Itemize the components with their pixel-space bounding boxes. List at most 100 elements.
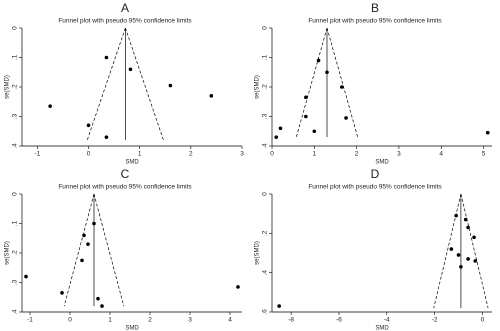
study-point: [485, 130, 490, 135]
panel-label: B: [371, 1, 379, 15]
x-tick-label: 0: [87, 151, 91, 158]
study-point: [454, 213, 458, 218]
x-tick-label: 0: [270, 151, 274, 158]
x-tick-label: -6: [336, 317, 342, 324]
study-point: [344, 116, 348, 120]
x-axis-label: SMD: [375, 326, 389, 331]
y-tick-label: .1: [12, 54, 19, 60]
confidence-limit: [86, 27, 126, 141]
y-tick-label: .2: [262, 84, 269, 90]
study-point: [304, 114, 308, 119]
study-point: [304, 95, 308, 100]
study-point: [466, 257, 470, 261]
y-tick-label: 0: [262, 26, 269, 30]
study-point: [104, 135, 109, 139]
x-axis-label: SMD: [125, 326, 139, 331]
panel: A Funnel plot with pseudo 95% confidence …: [5, 1, 245, 165]
panel-label: A: [121, 1, 129, 15]
y-axis-label: se(SMD): [255, 241, 261, 265]
x-tick-label: 1: [108, 317, 112, 324]
study-point: [236, 285, 240, 289]
y-tick-label: .3: [12, 279, 19, 285]
study-point: [466, 225, 470, 230]
x-tick-label: -4: [384, 317, 390, 324]
panel: D Funnel plot with pseudo 95% confidence …: [255, 167, 492, 331]
y-tick-label: .4: [12, 309, 19, 315]
study-point: [277, 304, 281, 308]
study-point: [463, 217, 468, 222]
confidence-limit: [125, 27, 164, 141]
y-tick-label: 0: [12, 192, 19, 196]
x-tick-label: 3: [240, 151, 244, 158]
study-point: [48, 104, 52, 108]
x-tick-label: 0: [68, 317, 72, 324]
confidence-limit: [93, 193, 125, 307]
x-tick-label: 4: [439, 151, 443, 158]
y-tick-label: .4: [262, 143, 269, 149]
x-tick-label: 2: [189, 151, 193, 158]
y-tick-label: 0: [262, 192, 269, 196]
study-point: [96, 296, 100, 301]
x-tick-label: 1: [312, 151, 316, 158]
study-point: [168, 83, 173, 88]
study-point: [274, 135, 279, 139]
x-tick-label: 4: [228, 317, 232, 324]
y-axis-label: se(SMD): [5, 75, 11, 99]
x-tick-label: 5: [482, 151, 486, 158]
study-point: [86, 123, 91, 128]
y-tick-label: .2: [12, 84, 19, 90]
study-point: [24, 274, 28, 279]
y-tick-label: .3: [12, 113, 19, 119]
x-tick-label: 3: [188, 317, 192, 324]
x-tick-label: -2: [432, 317, 438, 324]
study-point: [472, 235, 476, 240]
panel-label: C: [121, 167, 130, 181]
x-tick-label: -1: [27, 317, 33, 324]
y-tick-label: .4: [262, 270, 269, 276]
y-axis-label: se(SMD): [255, 75, 261, 99]
study-point: [340, 85, 344, 89]
study-point: [104, 55, 109, 60]
y-tick-label: .4: [12, 143, 19, 149]
study-point: [459, 264, 463, 269]
study-point: [449, 247, 454, 251]
chart-title: Funnel plot with pseudo 95% confidence l…: [58, 184, 192, 191]
study-point: [316, 58, 321, 63]
x-tick-label: -8: [288, 317, 294, 324]
y-tick-label: .3: [262, 113, 269, 119]
study-point: [60, 291, 64, 295]
confidence-limit: [460, 193, 489, 309]
panel: C Funnel plot with pseudo 95% confidence …: [5, 167, 242, 331]
chart-title: Funnel plot with pseudo 95% confidence l…: [308, 18, 442, 25]
y-tick-label: .1: [262, 54, 269, 60]
study-point: [209, 94, 214, 98]
study-point: [278, 126, 283, 131]
study-point: [86, 242, 90, 246]
x-tick-label: 3: [397, 151, 401, 158]
chart-title: Funnel plot with pseudo 95% confidence l…: [58, 18, 192, 25]
y-axis-label: se(SMD): [5, 241, 11, 265]
x-axis-label: SMD: [375, 160, 389, 166]
x-tick-label: 1: [138, 151, 142, 158]
confidence-limit: [295, 27, 328, 138]
study-point: [82, 233, 86, 238]
chart-title: Funnel plot with pseudo 95% confidence l…: [308, 184, 442, 191]
y-tick-label: 0: [12, 26, 19, 30]
x-tick-label: -1: [34, 151, 40, 158]
study-point: [456, 253, 461, 257]
study-point: [80, 258, 84, 263]
x-tick-label: 0: [481, 317, 485, 324]
study-point: [312, 129, 317, 134]
x-tick-label: 2: [148, 317, 152, 324]
y-tick-label: .2: [12, 250, 19, 256]
panel-label: D: [371, 167, 380, 181]
x-tick-label: 2: [355, 151, 359, 158]
study-point: [100, 304, 104, 308]
study-point: [473, 259, 478, 263]
confidence-limit: [433, 193, 462, 309]
confidence-limit: [63, 193, 95, 307]
confidence-limit: [326, 27, 359, 138]
study-point: [325, 70, 329, 75]
y-tick-label: .6: [262, 309, 269, 315]
